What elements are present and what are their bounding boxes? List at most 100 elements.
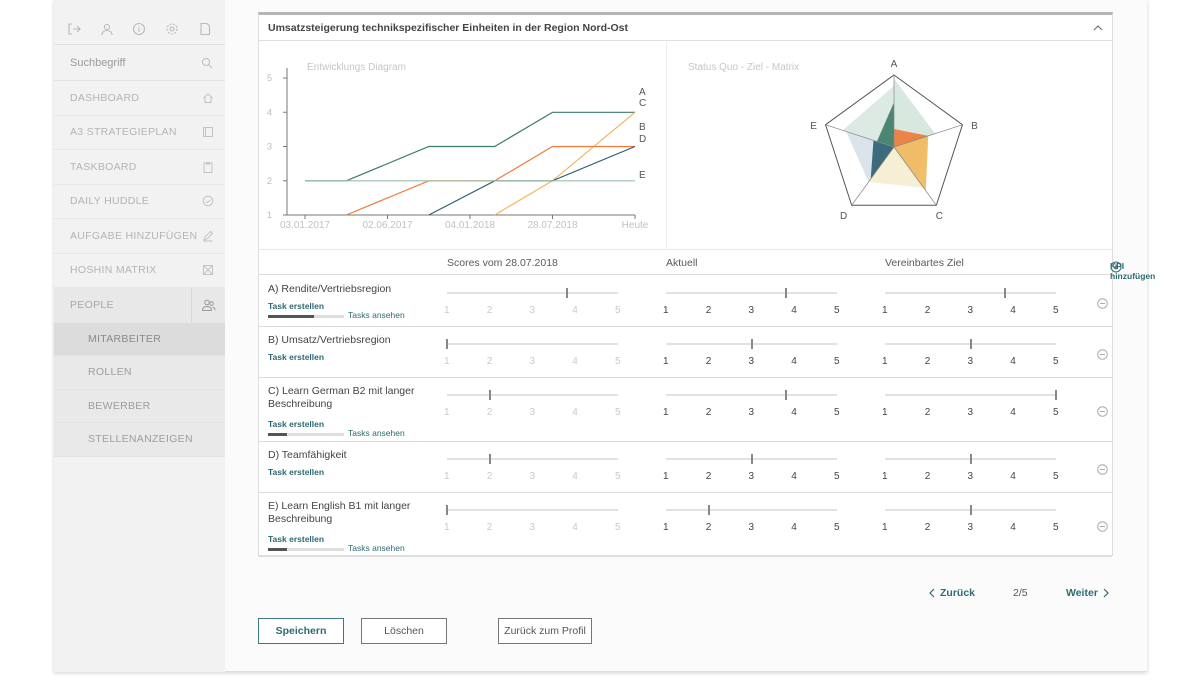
sidebar-item-daily-huddle[interactable]: DAILY HUDDLE	[54, 185, 225, 219]
submenu-item-rollen[interactable]: ROLLEN	[54, 356, 225, 390]
info-icon[interactable]	[131, 21, 147, 37]
tasks-view-link[interactable]: Tasks ansehen	[348, 428, 405, 438]
slider-track	[666, 292, 837, 294]
slider-handle[interactable]	[784, 288, 787, 298]
slider-handle[interactable]	[750, 339, 753, 349]
submenu-item-bewerber[interactable]: BEWERBER	[54, 390, 225, 423]
people-icon	[191, 288, 225, 322]
pencil-icon	[201, 229, 215, 243]
tasks-view-link[interactable]: Tasks ansehen	[348, 310, 405, 320]
scale-number: 5	[615, 522, 621, 533]
delete-button[interactable]: Löschen	[361, 618, 447, 644]
slider-handle[interactable]	[969, 505, 972, 515]
scale-number: 3	[529, 471, 536, 482]
sidebar-item-label: DAILY HUDDLE	[70, 195, 150, 208]
score-slider: 1 2 3 4 5	[444, 504, 621, 534]
remove-kpi-icon[interactable]	[1097, 296, 1108, 309]
current-slider[interactable]: 1 2 3 4 5	[663, 389, 840, 419]
task-progress-fill	[268, 315, 314, 318]
sidebar-item-taskboard[interactable]: TASKBOARD	[54, 150, 225, 185]
search-input[interactable]	[70, 56, 190, 69]
remove-kpi-icon[interactable]	[1097, 519, 1108, 532]
current-slider[interactable]: 1 2 3 4 5	[663, 287, 840, 317]
radar-axis-label-b: B	[971, 121, 978, 132]
radar-area-light	[894, 78, 936, 147]
remove-kpi-icon[interactable]	[1097, 404, 1108, 417]
current-slider[interactable]: 1 2 3 4 5	[663, 453, 840, 483]
pager-prev-button[interactable]: Zurück	[928, 587, 975, 599]
target-slider[interactable]: 1 2 3 4 5	[882, 338, 1059, 368]
current-slider[interactable]: 1 2 3 4 5	[663, 338, 840, 368]
slider-handle[interactable]	[1055, 390, 1057, 400]
chevron-right-icon	[1102, 588, 1110, 598]
sidebar-toolbar	[54, 14, 225, 44]
col-header-current: Aktuell	[666, 257, 698, 269]
task-create-link[interactable]: Task erstellen	[268, 301, 325, 311]
sidebar-item-people[interactable]: PEOPLE	[54, 288, 225, 323]
sidebar-item-dashboard[interactable]: DASHBOARD	[54, 81, 225, 116]
row-label: D) Teamfähigkeit	[268, 449, 347, 461]
submenu-item-stellenanzeigen[interactable]: STELLENANZEIGEN	[54, 423, 225, 457]
table-row: D) Teamfähigkeit Task erstellen 1 2 3 4 5 1 2 3 4 5…	[259, 442, 1112, 493]
slider-handle	[488, 390, 491, 400]
row-label: A) Rendite/Vertriebsregion	[268, 283, 392, 295]
scale-number: 4	[1010, 471, 1016, 482]
scale-number: 5	[834, 305, 840, 316]
user-icon[interactable]	[99, 21, 115, 37]
sidebar-item-label: A3 STRATEGIEPLAN	[70, 126, 177, 139]
sidebar-item-hoshin-matrix[interactable]: HOSHIN MATRIX	[54, 254, 225, 288]
slider-handle[interactable]	[707, 505, 710, 515]
pager-next-button[interactable]: Weiter	[1066, 587, 1110, 599]
scale-number: 4	[791, 522, 797, 533]
table-row: E) Learn English B1 mit langer Beschreib…	[259, 493, 1112, 557]
task-create-link[interactable]: Task erstellen	[268, 352, 325, 362]
scale-number: 2	[705, 356, 712, 367]
tasks-view-link[interactable]: Tasks ansehen	[348, 543, 405, 553]
scale-number: 5	[1053, 522, 1059, 533]
table-row: C) Learn German B2 mit langer Beschreibu…	[259, 378, 1112, 442]
slider-track	[447, 292, 618, 294]
radar-chart: Status Quo - Ziel - Matrix A B C D E	[688, 59, 978, 222]
x-tick-label: Heute	[622, 220, 649, 231]
save-button[interactable]: Speichern	[258, 618, 344, 644]
search-icon[interactable]	[201, 57, 213, 69]
scale-number: 1	[444, 305, 450, 316]
task-create-link[interactable]: Task erstellen	[268, 467, 325, 477]
back-to-profile-button[interactable]: Zurück zum Profil	[498, 618, 592, 644]
logout-icon[interactable]	[66, 21, 82, 37]
chevron-up-icon[interactable]	[1092, 22, 1104, 34]
file-icon[interactable]	[197, 21, 213, 37]
chevron-left-icon	[928, 588, 936, 598]
target-slider[interactable]: 1 2 3 4 5	[882, 287, 1059, 317]
scale-number: 2	[705, 471, 712, 482]
remove-kpi-icon[interactable]	[1097, 462, 1108, 475]
scale-number: 4	[1010, 305, 1016, 316]
current-slider[interactable]: 1 2 3 4 5	[663, 504, 840, 534]
task-create-link[interactable]: Task erstellen	[268, 534, 325, 544]
line-chart: Entwicklungs Diagram 1 2 3 4 5 03.01.2017 02.06…	[267, 62, 649, 231]
remove-kpi-icon[interactable]	[1097, 347, 1108, 360]
charts-area: Entwicklungs Diagram 1 2 3 4 5 03.01.2017 02.06…	[259, 42, 1112, 250]
sidebar-item-aufgabe-hinzufuegen[interactable]: AUFGABE HINZUFÜGEN	[54, 219, 225, 254]
slider-handle[interactable]	[969, 339, 972, 349]
scale-number: 5	[615, 471, 621, 482]
sidebar: DASHBOARD A3 STRATEGIEPLAN TASKBOARD DAI…	[54, 0, 225, 672]
row-label: E) Learn English B1 mit langer Beschreib…	[268, 500, 411, 525]
score-slider: 1 2 3 4 5	[444, 389, 621, 419]
scale-number: 3	[748, 471, 755, 482]
task-create-link[interactable]: Task erstellen	[268, 419, 325, 429]
slider-handle[interactable]	[1003, 288, 1006, 298]
gear-icon[interactable]	[164, 21, 180, 37]
card-header[interactable]: Umsatzsteigerung technikspezifischer Ein…	[259, 15, 1112, 41]
series-label-d: D	[639, 134, 646, 145]
target-slider[interactable]: 1 2 3 4 5	[882, 389, 1059, 419]
slider-handle[interactable]	[750, 454, 753, 464]
submenu-item-mitarbeiter[interactable]: MITARBEITER	[54, 322, 225, 356]
slider-handle[interactable]	[784, 390, 787, 400]
target-slider[interactable]: 1 2 3 4 5	[882, 504, 1059, 534]
y-tick-label: 5	[267, 73, 272, 83]
sidebar-item-a3-strategieplan[interactable]: A3 STRATEGIEPLAN	[54, 116, 225, 150]
slider-handle[interactable]	[969, 454, 972, 464]
series-label-c: C	[639, 98, 646, 109]
target-slider[interactable]: 1 2 3 4 5	[882, 453, 1059, 483]
